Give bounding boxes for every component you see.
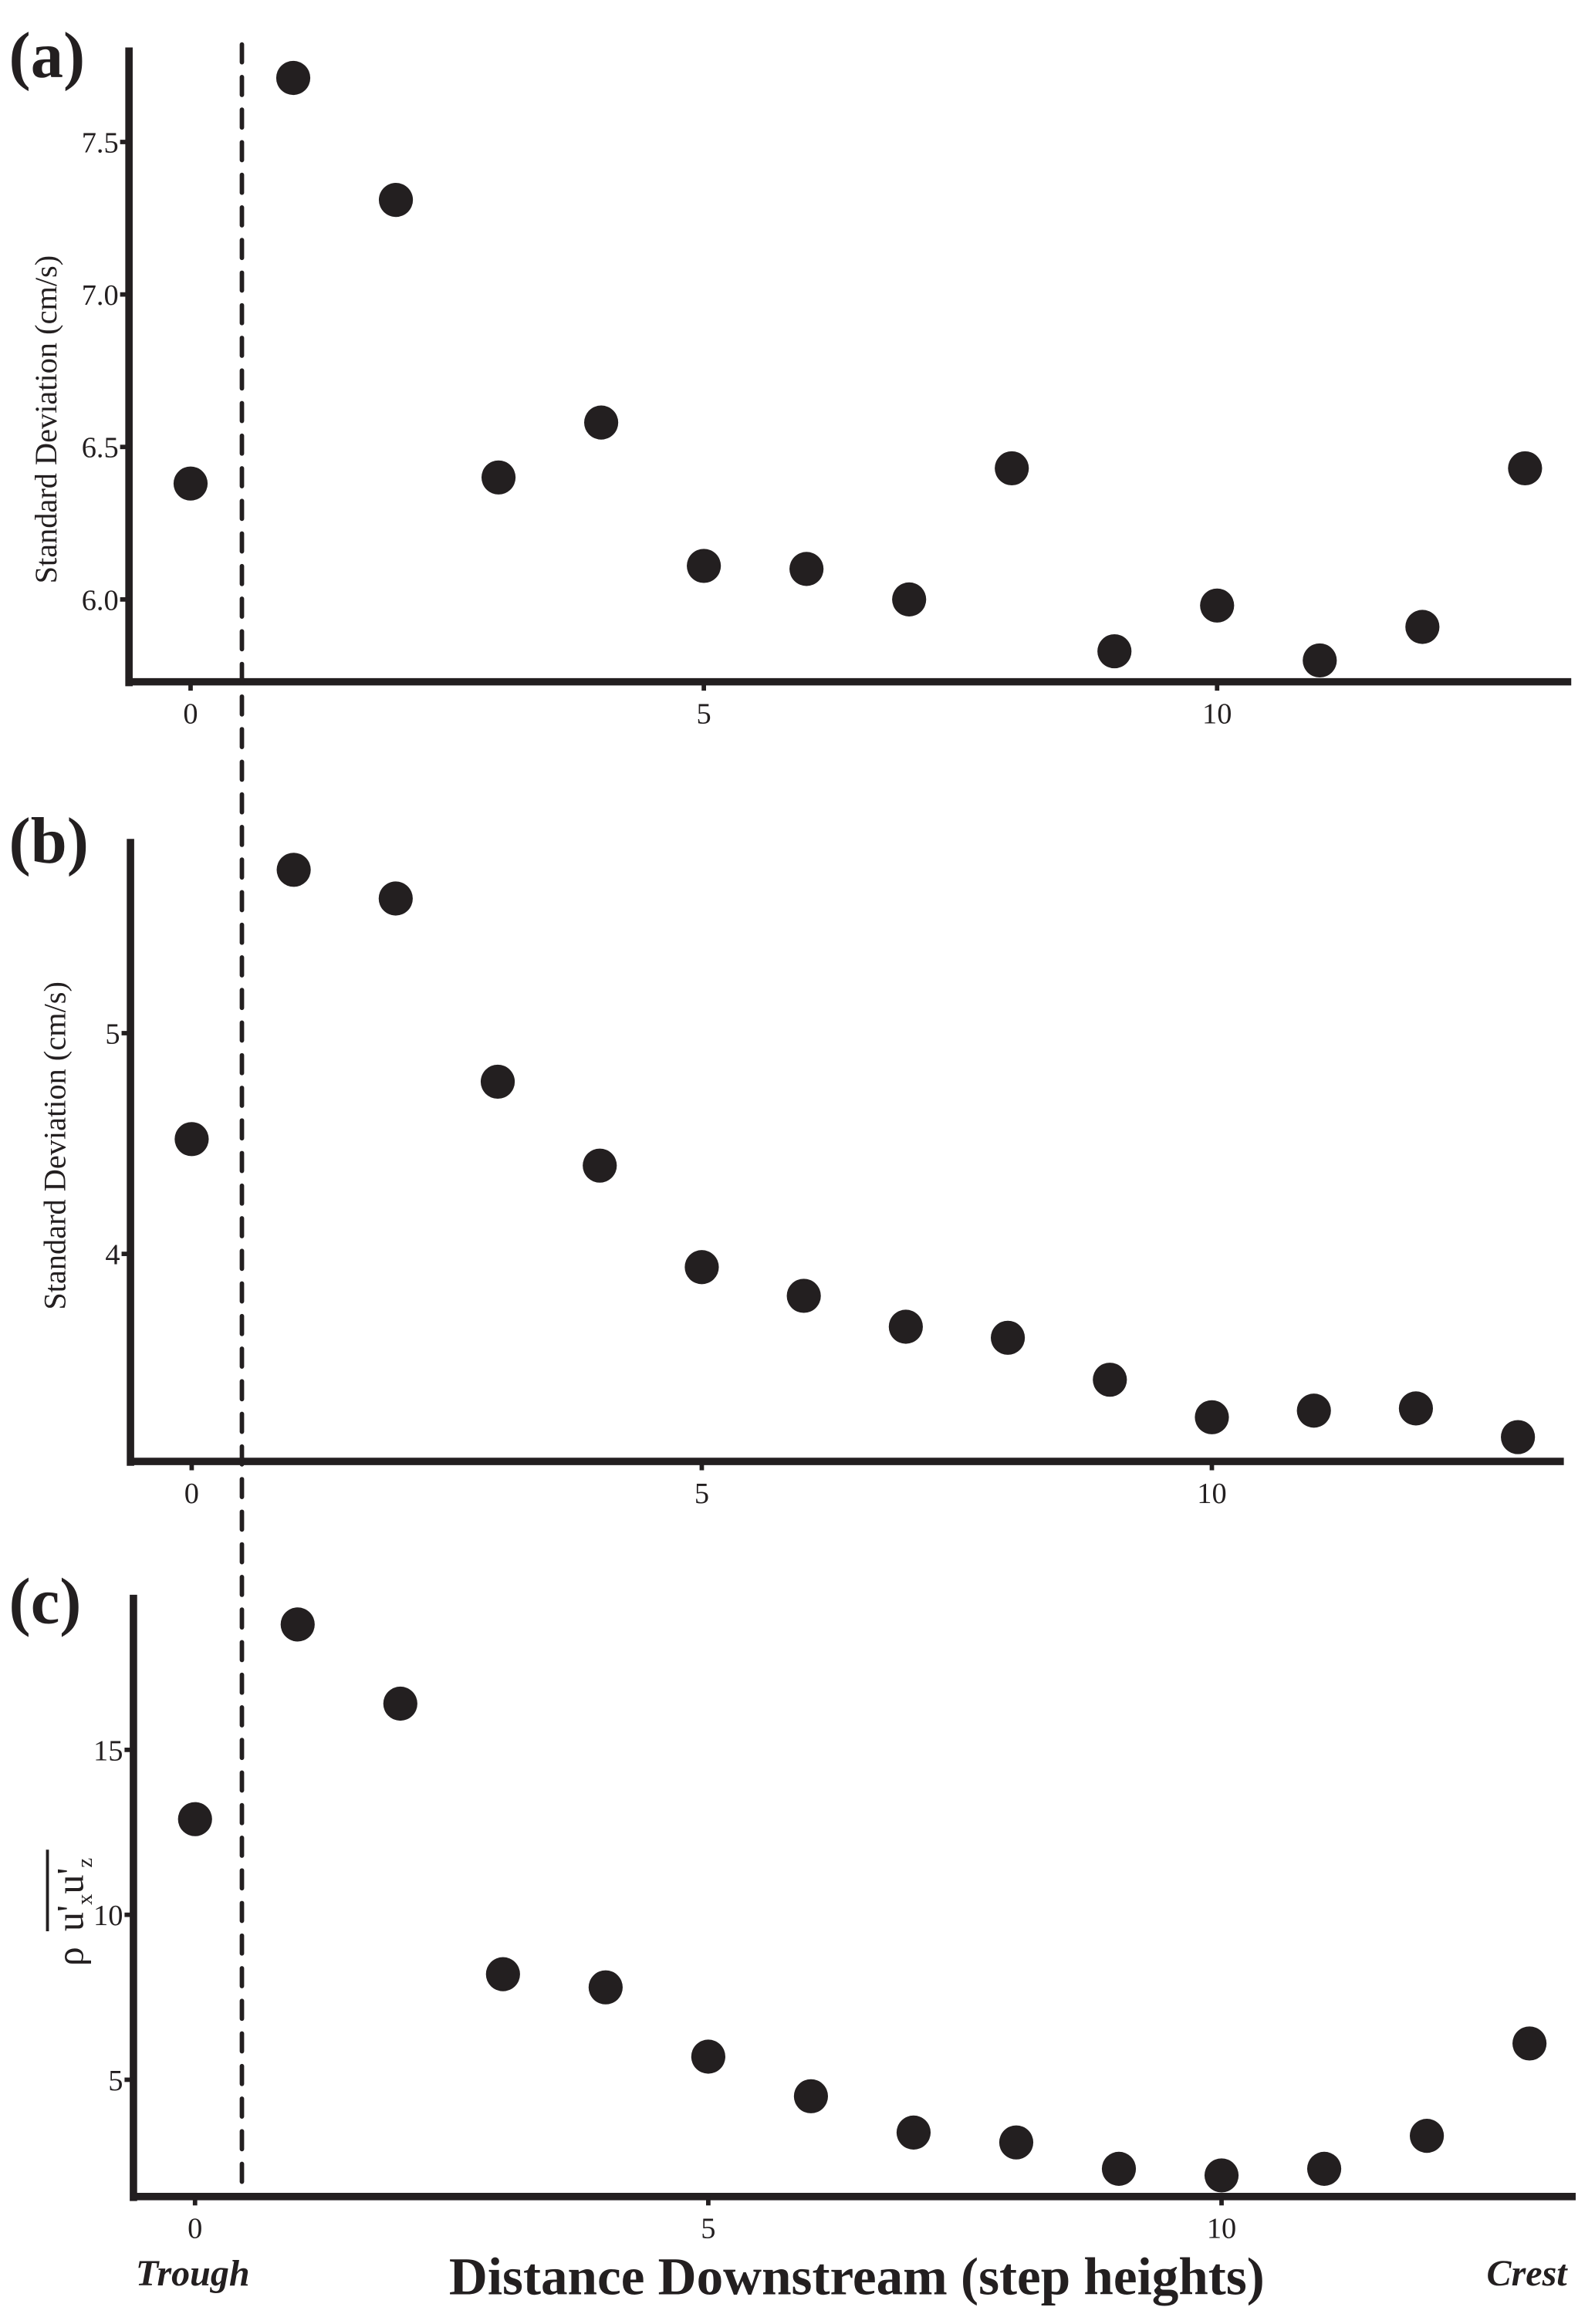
data-point-a: [1303, 643, 1337, 678]
data-point-a: [687, 549, 721, 583]
data-point-a: [892, 582, 927, 616]
panel-label-c: (c): [9, 1566, 82, 1637]
y-tick-label-a: 7.5: [82, 127, 119, 159]
trough-label: Trough: [136, 2253, 250, 2294]
data-point-a: [1097, 634, 1132, 669]
data-point-b: [174, 1122, 209, 1157]
data-point-a: [481, 460, 516, 495]
data-point-c: [280, 1607, 315, 1642]
data-point-b: [480, 1064, 515, 1100]
data-point-c: [485, 1957, 520, 1991]
ylabel-rho: ρ: [49, 1947, 92, 1966]
ylabel-u: u: [49, 1875, 92, 1894]
data-point-a: [1405, 610, 1440, 644]
data-point-b: [1296, 1393, 1331, 1428]
data-point-a: [173, 466, 208, 501]
data-point-a: [584, 405, 619, 440]
data-point-c: [896, 2115, 931, 2150]
x-tick-label-c: 10: [1207, 2213, 1236, 2245]
y-tick-label-c: 5: [108, 2065, 123, 2097]
data-point-a: [995, 451, 1029, 486]
y-axis-label-b: Standard Deviation (cm/s): [38, 981, 73, 1310]
y-tick-label-b: 5: [105, 1018, 120, 1050]
x-tick-label-b: 0: [184, 1478, 199, 1510]
data-point-a: [1200, 588, 1235, 623]
panel-label-a: (a): [9, 20, 86, 92]
data-point-a: [789, 552, 824, 586]
panel-label-b: (b): [9, 806, 89, 877]
x-tick-label-b: 5: [694, 1478, 709, 1510]
data-point-c: [1101, 2151, 1137, 2186]
x-tick-label-c: 0: [188, 2213, 202, 2245]
data-point-b: [684, 1250, 719, 1285]
y-tick-label-b: 4: [105, 1239, 120, 1272]
ylabel-u: u: [49, 1912, 92, 1931]
y-tick-label-a: 6.0: [82, 584, 119, 616]
data-point-b: [276, 853, 311, 887]
ylabel-prime: ': [49, 1868, 92, 1875]
svg-text:ρ u'xu'z: ρ u'xu'z: [49, 1858, 98, 1966]
data-point-c: [691, 2039, 725, 2074]
data-point-c: [793, 2079, 829, 2113]
crest-label: Crest: [1487, 2253, 1569, 2294]
data-point-c: [588, 1970, 623, 2005]
data-point-c: [1512, 2026, 1547, 2061]
data-point-c: [383, 1686, 417, 1721]
data-point-b: [1398, 1391, 1434, 1426]
x-axis-title: Distance Downstream (step heights): [449, 2247, 1265, 2306]
y-axis-label-a: Standard Deviation (cm/s): [29, 255, 63, 584]
data-point-b: [1093, 1363, 1127, 1397]
data-point-b: [786, 1279, 821, 1313]
ylabel-sub-z: z: [73, 1858, 97, 1868]
data-point-a: [1508, 451, 1543, 486]
data-point-c: [1306, 2151, 1342, 2186]
x-tick-label-c: 5: [701, 2213, 715, 2245]
data-point-c: [999, 2125, 1034, 2160]
y-tick-label-a: 7.0: [82, 279, 119, 312]
data-point-b: [990, 1320, 1026, 1355]
data-point-b: [583, 1148, 617, 1183]
data-point-b: [1501, 1420, 1536, 1454]
x-tick-label-a: 5: [697, 698, 711, 730]
x-tick-label-a: 0: [183, 698, 198, 730]
ylabel-prime: ': [49, 1905, 92, 1912]
data-point-c: [1204, 2158, 1239, 2193]
y-axis-label-c: ρ u'xu'z: [46, 1849, 98, 1966]
data-point-c: [177, 1802, 212, 1836]
y-tick-label-c: 15: [93, 1735, 123, 1767]
x-tick-label-a: 10: [1202, 698, 1232, 730]
data-point-b: [888, 1309, 923, 1344]
x-tick-label-b: 10: [1197, 1478, 1226, 1510]
data-point-b: [1195, 1400, 1229, 1434]
ylabel-sub-x: x: [73, 1893, 97, 1905]
data-point-a: [378, 183, 414, 218]
data-point-a: [275, 60, 311, 96]
data-point-c: [1409, 2119, 1445, 2153]
y-tick-label-a: 6.5: [82, 432, 119, 464]
y-tick-label-c: 10: [93, 1900, 123, 1932]
data-point-b: [378, 881, 413, 916]
